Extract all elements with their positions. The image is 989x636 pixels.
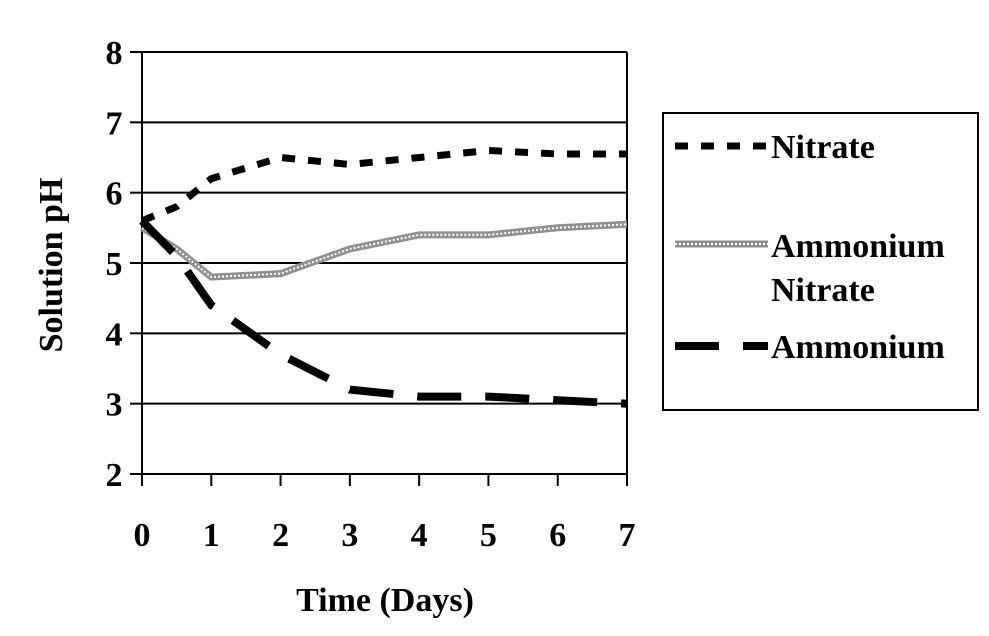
series-line-nitrate: [140, 146, 627, 225]
series-lines: [139, 146, 628, 408]
series-line-ammonium-nitrate: [140, 220, 628, 281]
y-tick-label-2: 2: [106, 457, 123, 494]
y-tick-label-5: 5: [106, 246, 123, 283]
y-tick-label-4: 4: [106, 316, 123, 353]
x-tick-label-1: 1: [203, 517, 220, 554]
x-tick-label-5: 5: [480, 517, 497, 554]
x-tick-label-6: 6: [549, 517, 566, 554]
x-tick-label-7: 7: [619, 517, 636, 554]
y-tick-label-7: 7: [106, 105, 123, 142]
series-line-ammonium: [139, 217, 628, 408]
y-tick-labels: 2 3 4 5 6 7 8: [106, 35, 123, 494]
legend: Nitrate Ammonium Nitrate Ammonium: [662, 112, 979, 411]
x-tick-labels: 0 1 2 3 4 5 6 7: [134, 517, 636, 554]
y-tick-label-8: 8: [106, 35, 123, 72]
series-line-ammonium-nitrate-hatch: [141, 223, 628, 279]
series-line-ammonium-nitrate-outer: [140, 220, 628, 281]
x-tick-label-0: 0: [134, 517, 151, 554]
legend-label-ammonium: Ammonium: [771, 329, 945, 366]
legend-label-nitrate: Nitrate: [771, 129, 875, 166]
y-tick-label-3: 3: [106, 387, 123, 424]
x-tick-label-4: 4: [411, 517, 428, 554]
legend-label-ammonium-nitrate-line-1: Ammonium: [771, 228, 945, 265]
legend-box: [662, 112, 979, 411]
legend-label-ammonium-nitrate-line-2: Nitrate: [771, 272, 875, 309]
x-axis-title: Time (Days): [296, 582, 474, 619]
y-tick-label-6: 6: [106, 176, 123, 213]
gridlines: [142, 51, 627, 405]
x-tick-label-2: 2: [272, 517, 289, 554]
y-axis-title: Solution pH: [33, 178, 70, 353]
x-tick-label-3: 3: [341, 517, 358, 554]
